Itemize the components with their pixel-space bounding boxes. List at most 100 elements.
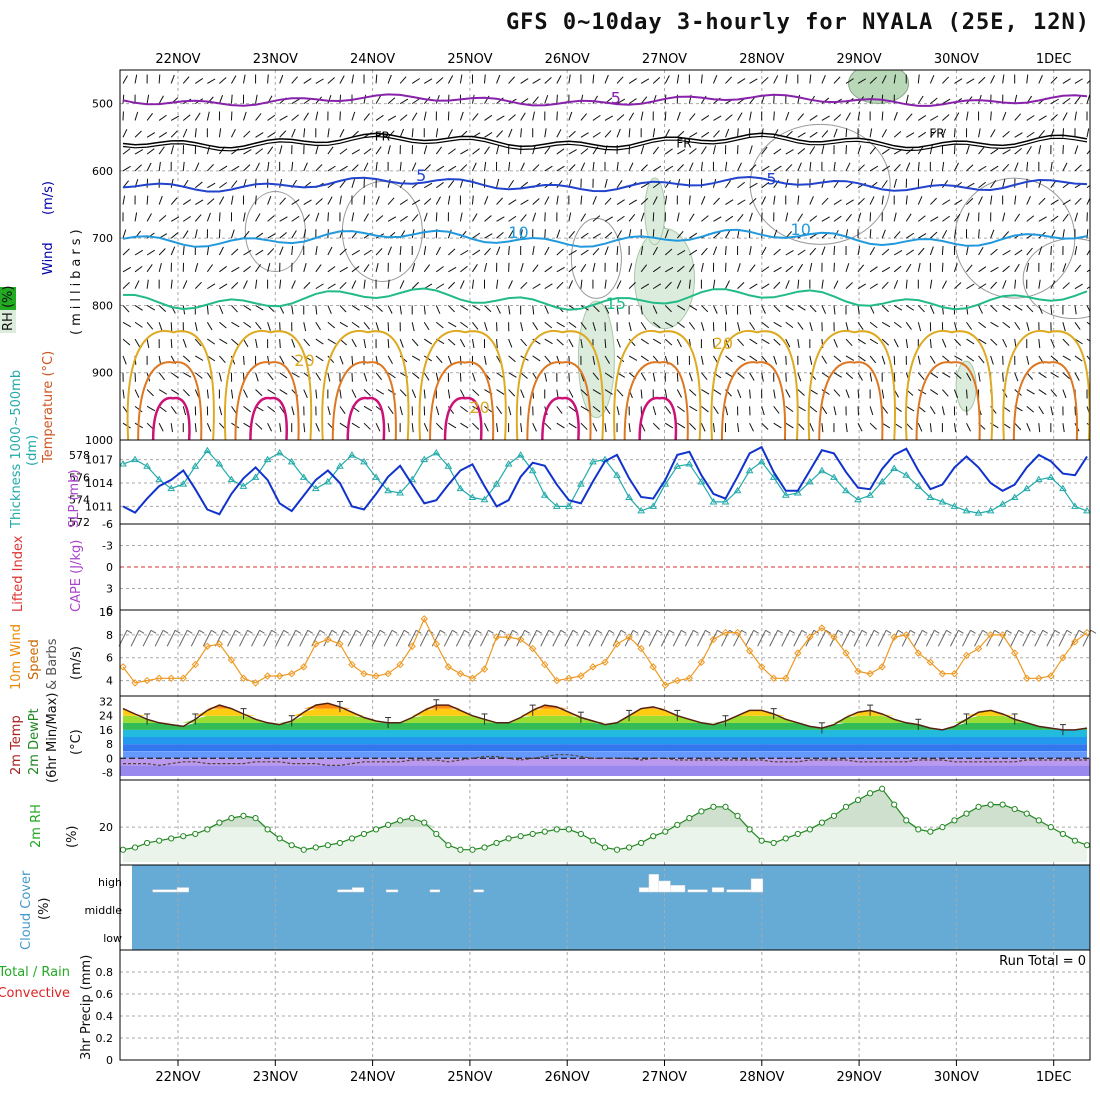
wind-barb <box>845 78 854 84</box>
wind-speed-point <box>589 663 597 671</box>
wind10-barb-flag <box>1042 629 1049 634</box>
wind-barb <box>122 148 131 155</box>
precip-tick: 0.2 <box>96 1032 114 1045</box>
wind-barb <box>207 283 216 290</box>
wind-barb <box>990 129 996 138</box>
wind-barb <box>628 162 634 172</box>
wind10-barb-flag <box>825 629 832 634</box>
wind-barb <box>520 372 528 379</box>
wind-barb <box>592 372 600 381</box>
temp-series <box>120 699 1090 776</box>
wind-barb <box>640 96 648 104</box>
wind-barb <box>978 355 985 364</box>
wind-barb <box>616 389 624 397</box>
ylabel-barbs: & Barbs <box>45 638 60 690</box>
wind-barb <box>170 178 174 188</box>
wind-barb <box>339 389 342 399</box>
wind-barb <box>339 406 346 414</box>
wind-barb <box>423 422 429 432</box>
isotherm-25C <box>623 361 689 440</box>
wind-barb <box>158 262 162 272</box>
wind-speed-point <box>613 640 621 648</box>
thickness-point <box>468 493 477 500</box>
wind10-barb-flag <box>970 629 976 634</box>
wind-barb <box>448 148 456 155</box>
wind-barb <box>689 232 698 239</box>
temp-band-cold <box>120 758 1090 766</box>
wind-barb <box>785 74 788 84</box>
wind-barb <box>966 389 968 399</box>
thickness-tick: 574 <box>69 494 90 507</box>
wind-barb <box>206 212 211 222</box>
wind-barb <box>568 372 570 382</box>
ylabel-temp2m: 2m Temp <box>9 715 24 775</box>
wind10-barb <box>660 630 670 647</box>
wind10-barb <box>540 630 550 647</box>
thickness-point <box>854 495 862 503</box>
wind-barb <box>857 111 861 121</box>
wind-barb <box>520 338 528 347</box>
wind10-barb-flag <box>946 629 952 634</box>
wind-barb <box>604 305 610 314</box>
wind-barb <box>797 162 802 172</box>
wind-barb <box>219 266 227 273</box>
wind-barb <box>351 74 354 84</box>
rh2m-point <box>951 817 958 824</box>
wind-barb <box>387 355 393 364</box>
wind-barb <box>1074 264 1082 273</box>
isotherm-0C <box>122 132 1088 149</box>
wind-barb <box>616 161 619 171</box>
wind-barb <box>243 164 251 172</box>
wind-barb <box>918 131 927 138</box>
wind-barb <box>520 162 525 172</box>
wind-barb <box>1074 111 1077 121</box>
wind-barb <box>279 145 283 155</box>
wind-barb <box>821 216 830 222</box>
thickness-point <box>203 446 212 454</box>
wind-barb <box>917 196 923 205</box>
wind-barb <box>881 321 891 328</box>
wind-barb <box>496 231 504 239</box>
wind-barb <box>255 195 257 205</box>
wind-barb <box>701 305 709 313</box>
wind-barb <box>978 321 987 329</box>
wind-barb <box>773 321 782 328</box>
rh2m-point <box>698 808 705 815</box>
wind-barb <box>929 423 932 433</box>
wind-barb <box>339 75 345 84</box>
wind-barb <box>1074 78 1083 84</box>
wind-barb <box>435 355 443 364</box>
wind-barb <box>544 212 546 222</box>
thickness-point <box>625 493 633 500</box>
wind-barb <box>508 406 512 416</box>
wind-barb <box>857 197 865 205</box>
wind-barb <box>604 406 611 415</box>
wind10-barb-flag <box>536 629 542 634</box>
wind-barb <box>436 182 444 189</box>
wind-barb <box>1014 132 1023 138</box>
rh-legend-light <box>0 310 16 333</box>
wind10-barb-flag <box>777 629 783 634</box>
wind-barb <box>568 355 570 365</box>
wind10-barb-flag <box>138 629 145 634</box>
wind10-barb-flag <box>837 629 844 634</box>
thickness-point <box>818 466 826 474</box>
wind-barb <box>737 322 741 332</box>
wind-barb <box>1074 355 1083 362</box>
rh2m-area-dark <box>123 788 1087 828</box>
wind-speed-point <box>239 674 248 682</box>
wind-barb <box>423 78 433 84</box>
wind-barb <box>930 216 939 222</box>
wind-barb <box>966 212 970 222</box>
wind-barb <box>737 389 742 399</box>
wind-barb <box>580 249 589 256</box>
wind-barb <box>689 132 698 138</box>
wind-barb <box>1086 184 1090 189</box>
wind-barb <box>857 164 865 172</box>
wind-barb <box>568 422 577 429</box>
lifted-tick: -6 <box>102 518 113 531</box>
rh-blob <box>644 177 666 246</box>
wind-barb <box>652 266 661 273</box>
wind-barb <box>448 266 457 273</box>
wind10-barb-flag <box>1054 629 1061 634</box>
